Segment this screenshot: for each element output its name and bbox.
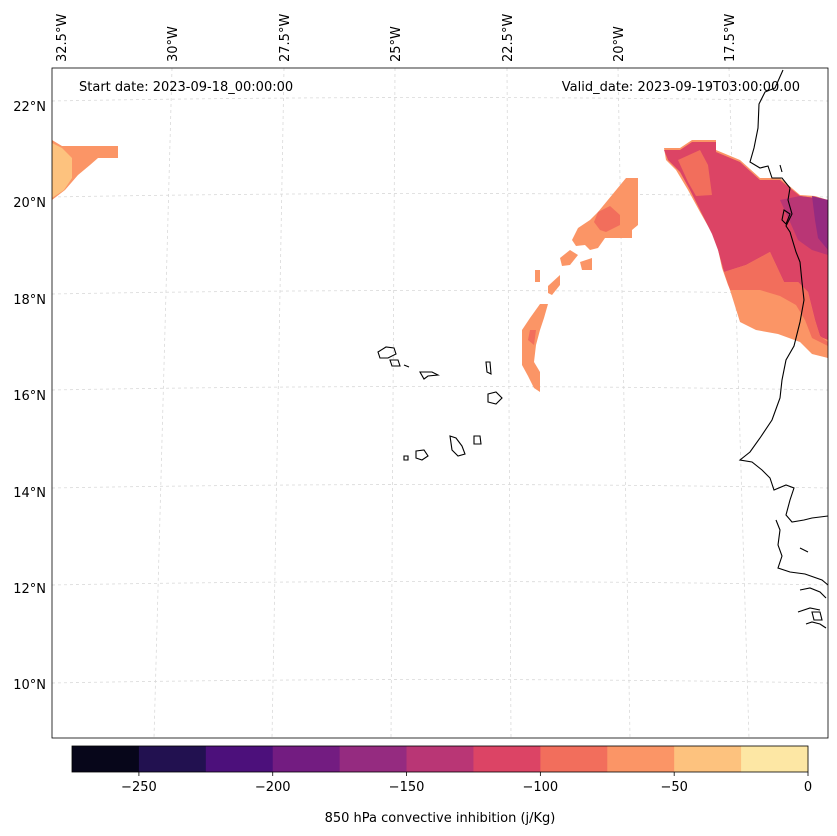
island-santo-antao: [377, 346, 397, 359]
colorbar-bin: [138, 746, 207, 772]
lon-label: 27.5°W: [278, 14, 293, 62]
gridline-lat-20n: [51, 193, 829, 198]
contour-arc-speck-4: [548, 275, 560, 295]
lon-label: 32.5°W: [55, 14, 70, 62]
lat-label: 18°N: [13, 293, 46, 308]
gridline-lat-16n: [51, 386, 829, 391]
colorbar-tick-label: −50: [660, 780, 687, 795]
lat-label: 10°N: [13, 678, 46, 693]
latitude-labels: 22°N 20°N 18°N 16°N 14°N 12°N 10°N: [13, 100, 46, 693]
colorbar-tick-label: −150: [389, 780, 425, 795]
contour-arc-lower: [522, 304, 548, 392]
colorbar: −250 −200 −150 −100 −50 0 850 hPa convective …: [71, 745, 812, 826]
coastal-islets: [779, 164, 823, 621]
africa-coastline-south: [775, 519, 829, 629]
start-date-label: Start date: 2023-09-18_00:00:00: [79, 80, 293, 95]
gridline-lat-22n: [51, 97, 829, 102]
gridline-lat-14n: [51, 484, 829, 489]
lat-label: 16°N: [13, 389, 46, 404]
lat-label: 20°N: [13, 196, 46, 211]
island-fogo: [415, 449, 429, 461]
colorbar-bin: [473, 746, 541, 772]
lon-label: 20°W: [612, 26, 627, 62]
colorbar-tick-label: 0: [804, 780, 812, 795]
colorbar-ticks: −250 −200 −150 −100 −50 0: [121, 772, 812, 795]
island-sal: [485, 361, 492, 375]
contour-arc-speck-3: [535, 270, 540, 282]
gridline-lon-22-5w: [506, 67, 512, 739]
contour-arc-speck-2: [580, 258, 592, 270]
lat-label: 22°N: [13, 100, 46, 115]
longitude-labels: 32.5°W 30°W 27.5°W 25°W 22.5°W 20°W 17.5…: [55, 14, 738, 62]
colorbar-tick-label: −100: [523, 780, 559, 795]
cin-contours: [52, 140, 828, 392]
contour-arc-top-dark: [594, 206, 620, 232]
contour-coast-band: [730, 288, 828, 358]
gridline-lon-17-5w: [728, 67, 750, 739]
coastlines: [377, 69, 829, 629]
lon-label: 30°W: [166, 26, 181, 62]
lon-label: 25°W: [389, 26, 404, 62]
contour-coast-darkest: [812, 196, 828, 250]
island-santa-luzia: [403, 364, 410, 368]
colorbar-bin: [540, 746, 608, 772]
contour-arc-speck-1: [560, 250, 578, 266]
gridline-lat-12n: [51, 581, 829, 586]
lat-label: 12°N: [13, 582, 46, 597]
contour-coast-light: [678, 150, 712, 196]
colorbar-bin: [272, 746, 341, 772]
gridline-lon-25w: [390, 67, 396, 739]
lat-label: 14°N: [13, 486, 46, 501]
colorbar-bin: [674, 746, 742, 772]
gridline-lon-30w: [153, 67, 173, 739]
map-frame: [51, 67, 829, 739]
island-brava: [403, 455, 409, 461]
colorbar-bin: [741, 746, 809, 772]
island-santiago: [449, 435, 466, 457]
island-sao-nicolau: [419, 371, 440, 380]
colorbar-bin: [339, 746, 408, 772]
gridline-lon-27-5w: [271, 67, 285, 739]
colorbar-bin: [406, 746, 474, 772]
lon-label: 22.5°W: [501, 14, 516, 62]
colorbar-tick-label: −250: [121, 780, 157, 795]
africa-coastline: [738, 69, 829, 523]
colorbar-bins: [72, 746, 809, 772]
gridline-lat-18n: [51, 290, 829, 295]
contour-coast-band-light: [724, 252, 828, 346]
colorbar-tick-label: −200: [255, 780, 291, 795]
colorbar-bin: [72, 746, 140, 772]
gridline-lat-10n: [51, 679, 829, 684]
lon-label: 17.5°W: [723, 14, 738, 62]
colorbar-frame: [71, 745, 809, 773]
island-boa-vista: [487, 391, 503, 405]
gridline-lon-20w: [617, 67, 631, 739]
colorbar-bin: [607, 746, 675, 772]
contour-arc-lower-dark: [528, 330, 536, 345]
graticule: [51, 67, 829, 739]
island-maio: [473, 435, 482, 445]
valid-date-label: Valid_date: 2023-09-19T03:00:00.00: [562, 80, 800, 95]
contour-nw-inner: [52, 143, 72, 198]
colorbar-label: 850 hPa convective inhibition (j/Kg): [325, 811, 556, 826]
island-sao-vicente: [389, 359, 401, 367]
colorbar-bin: [205, 746, 274, 772]
